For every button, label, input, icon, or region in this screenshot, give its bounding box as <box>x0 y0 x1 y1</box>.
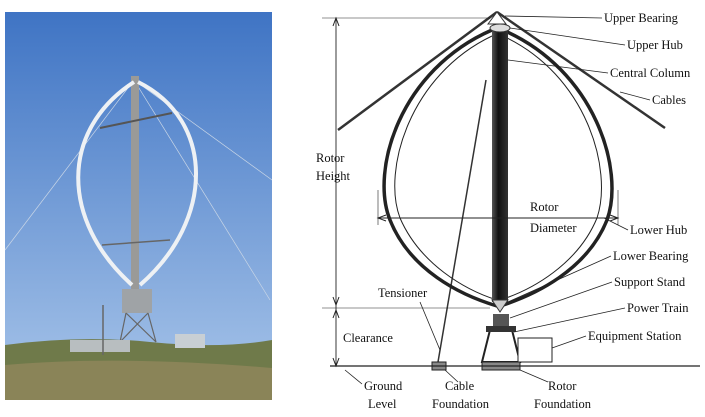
label-power-train: Power Train <box>627 301 689 315</box>
label-ground-level: Ground <box>364 379 403 393</box>
label-rotor-diameter: Diameter <box>530 221 577 235</box>
label-upper-hub: Upper Hub <box>627 38 683 52</box>
label-central-column: Central Column <box>610 66 691 80</box>
photo <box>4 12 273 400</box>
label-tensioner: Tensioner <box>378 286 428 300</box>
label-equipment-station: Equipment Station <box>588 329 682 343</box>
label-rotor-foundation: Rotor <box>548 379 577 393</box>
label-rotor-height: Rotor <box>316 151 345 165</box>
label-rotor-height: Height <box>316 169 351 183</box>
label-cable-foundation: Cable <box>445 379 475 393</box>
label-cables: Cables <box>652 93 686 107</box>
label-rotor-diameter: Rotor <box>530 200 559 214</box>
label-lower-hub: Lower Hub <box>630 223 687 237</box>
labels: Upper Bearing Upper Hub Central Column C… <box>316 11 691 411</box>
label-clearance: Clearance <box>343 331 393 345</box>
diagram <box>322 10 700 385</box>
label-ground-level: Level <box>368 397 397 411</box>
label-upper-bearing: Upper Bearing <box>604 11 679 25</box>
label-rotor-foundation: Foundation <box>534 397 592 411</box>
label-lower-bearing: Lower Bearing <box>613 249 689 263</box>
label-support-stand: Support Stand <box>614 275 686 289</box>
label-cable-foundation: Foundation <box>432 397 490 411</box>
